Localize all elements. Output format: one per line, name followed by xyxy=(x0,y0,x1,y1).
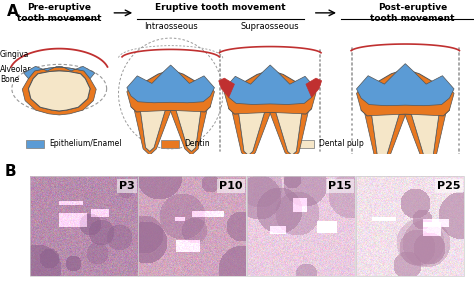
Text: Dental pulp: Dental pulp xyxy=(319,139,364,148)
Polygon shape xyxy=(364,108,408,164)
Polygon shape xyxy=(175,106,201,151)
Polygon shape xyxy=(140,106,166,151)
Text: Epithelium/Enamel: Epithelium/Enamel xyxy=(49,139,121,148)
Polygon shape xyxy=(267,107,310,159)
Polygon shape xyxy=(140,106,166,151)
Polygon shape xyxy=(410,109,440,160)
Polygon shape xyxy=(127,65,214,103)
Polygon shape xyxy=(237,77,303,112)
Text: B: B xyxy=(5,164,17,179)
Bar xyxy=(356,176,464,276)
Polygon shape xyxy=(356,66,454,116)
Polygon shape xyxy=(371,77,440,114)
Text: Dentin: Dentin xyxy=(184,139,210,148)
Text: P3: P3 xyxy=(119,181,135,191)
Text: Gingiva: Gingiva xyxy=(0,50,29,59)
Polygon shape xyxy=(356,64,454,106)
Text: P10: P10 xyxy=(219,181,243,191)
Text: Post-eruptive
tooth movement: Post-eruptive tooth movement xyxy=(370,3,455,23)
Polygon shape xyxy=(28,71,90,111)
Polygon shape xyxy=(402,108,447,164)
Text: Pre-eruptive
tooth movement: Pre-eruptive tooth movement xyxy=(17,3,101,23)
Polygon shape xyxy=(175,106,201,151)
Bar xyxy=(26,140,44,148)
Polygon shape xyxy=(238,108,266,155)
Polygon shape xyxy=(139,77,202,110)
Polygon shape xyxy=(131,70,210,112)
Polygon shape xyxy=(274,108,302,155)
Polygon shape xyxy=(237,77,303,112)
Polygon shape xyxy=(219,78,235,97)
Polygon shape xyxy=(231,107,273,159)
Polygon shape xyxy=(139,77,202,110)
Polygon shape xyxy=(22,67,96,115)
Polygon shape xyxy=(371,109,401,160)
Text: Eruptive tooth movement: Eruptive tooth movement xyxy=(155,3,286,12)
Text: A: A xyxy=(7,4,19,19)
Text: P25: P25 xyxy=(438,181,461,191)
Polygon shape xyxy=(168,105,208,155)
Bar xyxy=(296,140,314,148)
Polygon shape xyxy=(229,70,311,114)
Polygon shape xyxy=(371,109,401,160)
Polygon shape xyxy=(28,71,90,111)
Bar xyxy=(161,140,179,148)
Polygon shape xyxy=(224,65,316,104)
Polygon shape xyxy=(224,67,316,114)
Bar xyxy=(138,176,246,276)
Text: P15: P15 xyxy=(328,181,352,191)
Polygon shape xyxy=(361,69,449,116)
Polygon shape xyxy=(274,108,302,155)
Text: Intraosseous: Intraosseous xyxy=(144,22,198,31)
Polygon shape xyxy=(306,78,322,97)
Bar xyxy=(30,176,138,276)
Polygon shape xyxy=(238,108,266,155)
Text: Alveolar
Bone: Alveolar Bone xyxy=(0,65,31,84)
Polygon shape xyxy=(133,105,173,155)
Polygon shape xyxy=(127,67,214,112)
Text: Supraosseous: Supraosseous xyxy=(241,22,300,31)
Bar xyxy=(247,176,355,276)
Polygon shape xyxy=(410,109,440,160)
Polygon shape xyxy=(371,77,440,114)
Polygon shape xyxy=(24,66,95,79)
